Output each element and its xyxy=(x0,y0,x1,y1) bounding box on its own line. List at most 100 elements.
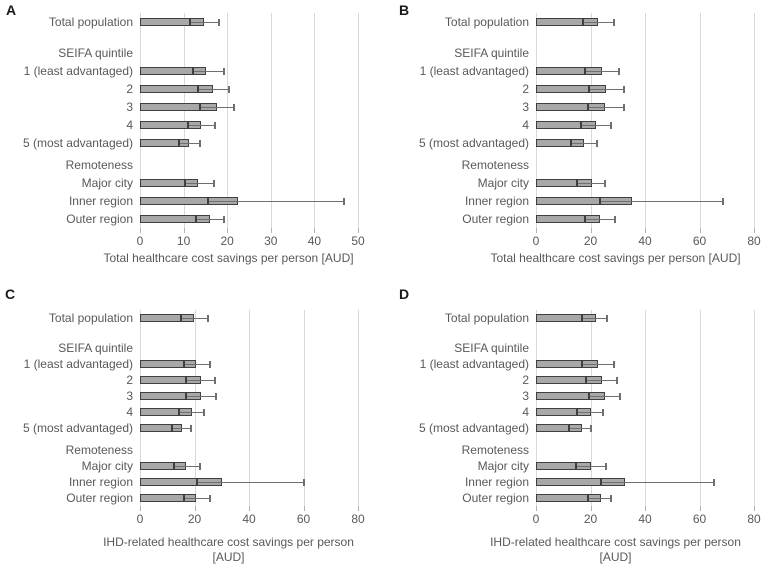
bar-row xyxy=(140,80,358,98)
error-bar-cap-high xyxy=(228,85,231,93)
category-label: 2 xyxy=(522,373,529,387)
x-axis-title-line: [AUD] xyxy=(212,549,245,564)
gridline xyxy=(303,310,305,506)
gridline xyxy=(754,13,755,228)
category-label: 5 (most advantaged) xyxy=(22,421,133,435)
x-axis-tick-label: 40 xyxy=(307,234,322,248)
error-bar-cap-high xyxy=(215,392,218,400)
x-axis-tick-label: 30 xyxy=(264,234,278,248)
error-bar-whisker xyxy=(571,142,597,144)
error-bar-cap-high xyxy=(623,85,626,93)
bar-row xyxy=(140,116,358,134)
error-bar-whisker xyxy=(183,497,210,499)
bar-row xyxy=(140,458,358,474)
error-bar-cap-high xyxy=(223,215,226,223)
x-axis-tick xyxy=(645,506,646,511)
panel-a: A Total population SEIFA quintile 1 (least … xyxy=(0,0,387,285)
error-bar-whisker xyxy=(186,395,217,397)
error-bar-whisker xyxy=(197,88,230,90)
category-label: Major city xyxy=(81,459,133,473)
error-bar-cap-high xyxy=(605,462,608,470)
error-bar-cap-high xyxy=(303,478,306,486)
category-label: 1 (least advantaged) xyxy=(23,357,133,371)
x-axis-tick xyxy=(699,228,701,233)
x-axis-title-line: Total healthcare cost savings per person… xyxy=(490,251,741,265)
category-label: 2 xyxy=(522,82,529,96)
error-bar-whisker xyxy=(187,124,215,126)
category-label: Inner region xyxy=(68,194,133,208)
error-bar-whisker xyxy=(192,70,225,72)
bar-row xyxy=(536,13,754,31)
bar-row xyxy=(536,98,754,116)
x-axis-title-line: [AUD] xyxy=(599,549,632,564)
error-bar-cap-low xyxy=(199,103,202,111)
error-bar-cap-low xyxy=(579,121,582,129)
category-label: 1 (least advantaged) xyxy=(419,64,529,78)
category-label: Outer region xyxy=(66,491,133,505)
x-axis-tick-label: 60 xyxy=(692,234,707,248)
bar-row xyxy=(536,62,754,80)
error-bar-whisker xyxy=(575,465,607,467)
error-bar-whisker xyxy=(588,88,625,90)
category-label: 3 xyxy=(522,389,529,403)
panel-d: D Total population SEIFA quintile 1 (least … xyxy=(387,284,774,569)
bar-row xyxy=(536,174,754,192)
error-bar-cap-low xyxy=(599,478,602,486)
gridline xyxy=(358,13,359,228)
gridline xyxy=(270,13,272,228)
error-bar-whisker xyxy=(585,218,616,220)
error-bar-cap-high xyxy=(612,18,615,26)
category-label: 4 xyxy=(126,118,133,132)
bar-row xyxy=(536,474,754,490)
error-bar-whisker xyxy=(600,481,714,483)
error-bar-cap-high xyxy=(617,67,620,75)
x-axis-title: Total healthcare cost savings per person… xyxy=(70,251,387,266)
x-axis-tick-label: 0 xyxy=(136,512,144,526)
error-bar-cap-high xyxy=(213,121,216,129)
error-bar-cap-high xyxy=(618,392,621,400)
category-label: 4 xyxy=(126,405,133,419)
x-axis-tick xyxy=(303,506,305,511)
bar-row xyxy=(536,404,754,420)
category-group-label: SEIFA quintile xyxy=(454,46,529,60)
x-axis-tick-label: 20 xyxy=(220,234,234,248)
x-axis-tick-label: 80 xyxy=(747,512,761,526)
bar-row xyxy=(536,134,754,152)
error-bar-cap-low xyxy=(191,67,194,75)
category-label: Total population xyxy=(48,311,133,325)
bar-row xyxy=(140,210,358,228)
bar-row xyxy=(140,192,358,210)
error-bar-cap-high xyxy=(612,360,615,368)
bar-row xyxy=(140,490,358,506)
error-bar-cap-high xyxy=(622,103,625,111)
error-bar-whisker xyxy=(196,218,225,220)
error-bar-cap-high xyxy=(218,18,221,26)
error-bar-cap-high xyxy=(198,462,201,470)
category-label: 3 xyxy=(126,389,133,403)
x-axis-tick xyxy=(754,228,755,233)
error-bar-cap-low xyxy=(567,424,570,432)
category-label: 5 (most advantaged) xyxy=(418,136,529,150)
x-axis-tick-label: 40 xyxy=(242,512,256,526)
gridline xyxy=(227,13,229,228)
x-axis-tick xyxy=(536,506,537,511)
error-bar-cap-high xyxy=(214,376,217,384)
x-axis-tick-label: 80 xyxy=(747,234,761,248)
error-bar-cap-high xyxy=(208,494,211,502)
error-bar-cap-low xyxy=(173,462,176,470)
error-bar-cap-high xyxy=(602,408,605,416)
gridline xyxy=(249,310,250,506)
bar-row xyxy=(536,310,754,326)
category-label: 3 xyxy=(126,100,133,114)
x-axis-tick xyxy=(699,506,701,511)
panel-letter: B xyxy=(399,2,410,18)
error-bar-cap-low xyxy=(587,392,590,400)
error-bar-cap-low xyxy=(574,462,577,470)
error-bar-cap-low xyxy=(598,197,601,205)
error-bar-cap-low xyxy=(586,103,589,111)
x-axis-tick-label: 20 xyxy=(583,512,598,526)
error-bar-cap-high xyxy=(609,121,612,129)
error-bar-cap-low xyxy=(184,179,187,187)
x-axis-tick xyxy=(358,506,359,511)
x-axis-tick xyxy=(645,228,646,233)
